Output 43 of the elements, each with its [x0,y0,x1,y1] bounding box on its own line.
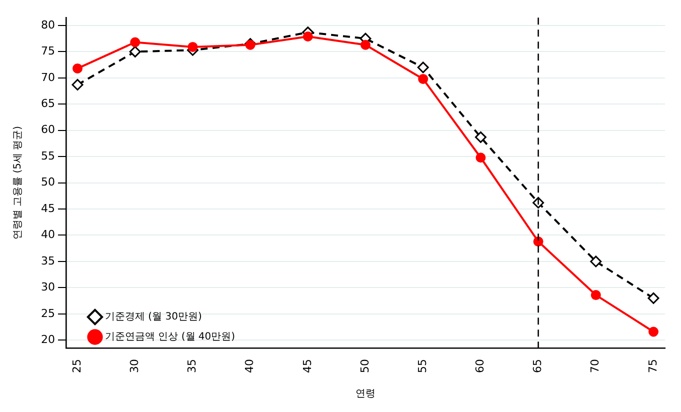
point [129,46,141,58]
y-tick-label: 55 [40,149,55,162]
point [188,42,198,52]
x-tick-label: 60 [474,359,487,374]
x-tick-label: 30 [128,359,141,374]
point [418,74,428,84]
y-tick-label: 30 [40,280,55,294]
point [648,326,658,337]
y-tick-label: 45 [40,202,55,215]
y-tick-label: 75 [40,44,55,58]
y-tick-label: 20 [40,332,55,346]
point [590,256,602,268]
x-tick-label: 65 [531,359,544,374]
x-tick-label: 70 [588,359,602,374]
point [302,31,313,42]
point [360,40,370,50]
y-tick-label: 40 [40,228,55,242]
y-tick-label: 70 [40,70,55,84]
point [417,62,429,74]
y-axis-title: 연령별 고용률 (5세 평균) [12,126,24,240]
y-tick-label: 65 [40,96,55,110]
legend-label: 기준연금액 인상 (월 40만원) [104,332,236,343]
y-tick-label: 35 [40,254,55,268]
point [130,37,140,48]
x-tick-label: 75 [646,359,660,374]
point [72,63,83,74]
x-tick-label: 25 [70,359,84,374]
x-tick-label: 40 [243,359,256,374]
x-tick-label: 35 [186,359,199,374]
point [474,131,486,143]
x-tick-label: 50 [358,359,372,374]
legend-label: 기준경제 (월 30만원) [104,312,202,323]
point [476,152,486,163]
x-tick-label: 45 [300,359,314,374]
point [590,290,601,300]
point [72,78,84,90]
point [648,292,660,304]
x-axis-title: 연령 [356,388,376,400]
y-tick-label: 50 [40,176,55,189]
x-tick-label: 55 [416,359,429,374]
y-tick-label: 25 [40,306,55,320]
y-tick-label: 80 [40,18,55,32]
y-tick-label: 60 [40,123,55,136]
